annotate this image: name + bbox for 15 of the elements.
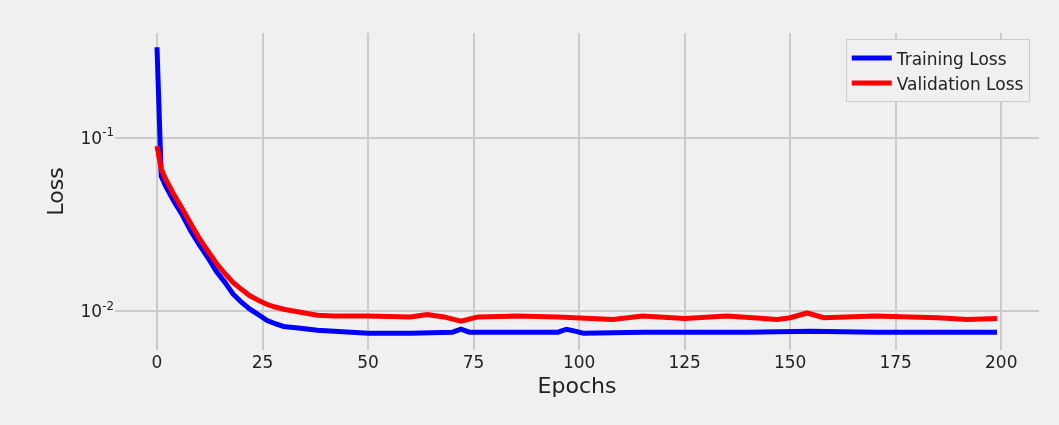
- y-axis-title: Loss: [43, 167, 69, 216]
- x-tick-label: 125: [668, 352, 701, 372]
- x-tick-label: 150: [773, 352, 807, 372]
- y-tick-label: 10$^{-1}$: [80, 125, 114, 148]
- x-tick-label: 0: [151, 352, 163, 372]
- x-tick-label: 200: [984, 352, 1018, 372]
- legend-label: Validation Loss: [896, 73, 1024, 94]
- x-axis-title: Epochs: [537, 372, 617, 398]
- x-tick-label: 75: [462, 352, 485, 372]
- x-tick-label: 50: [357, 352, 379, 372]
- legend-label: Training Loss: [895, 48, 1007, 69]
- y-tick-label: 10$^{-2}$: [80, 299, 114, 322]
- x-tick-label: 25: [251, 352, 274, 372]
- x-tick-label: 175: [879, 352, 912, 372]
- x-tick-label: 100: [562, 352, 596, 372]
